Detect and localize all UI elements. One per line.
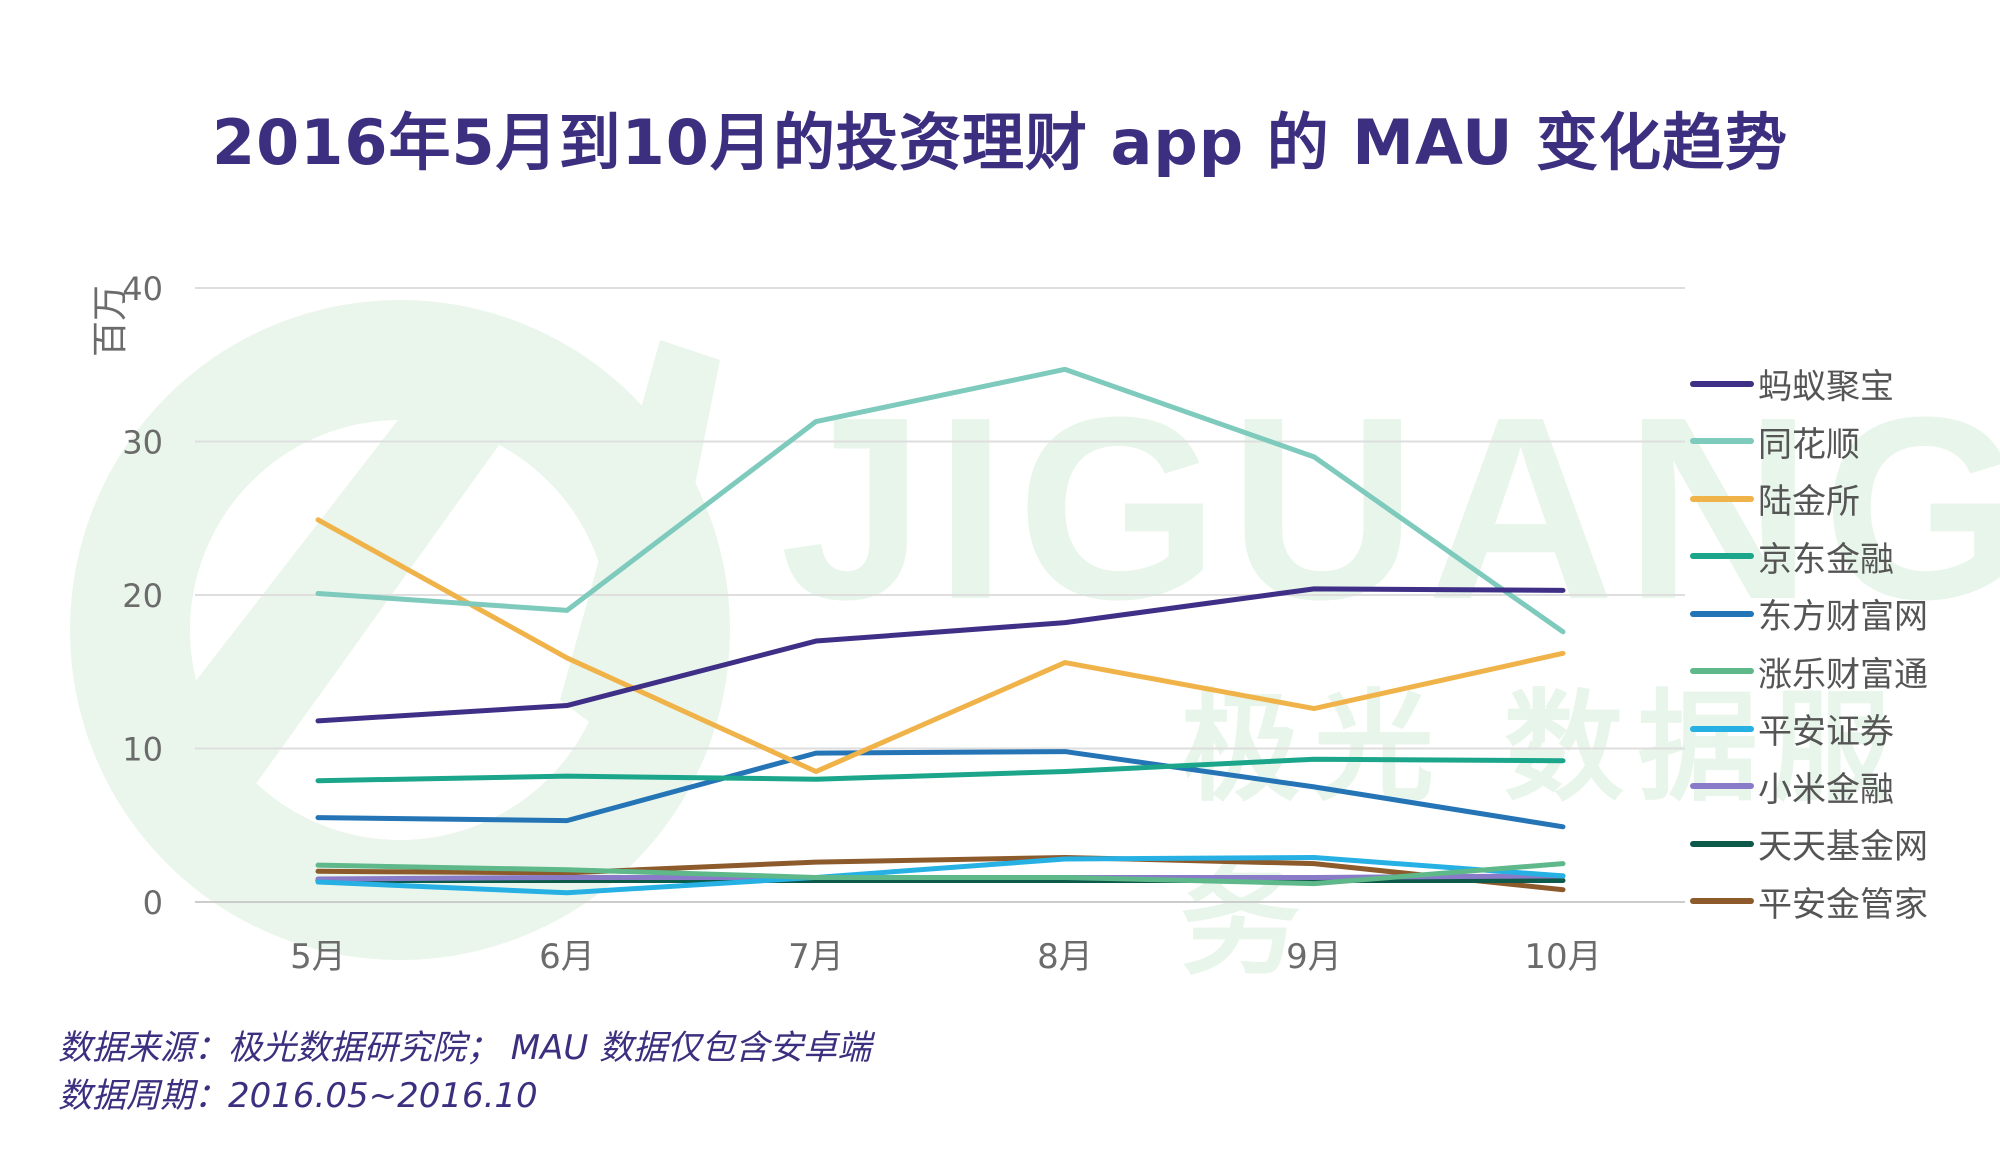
series-line-京东金融 [315,756,1566,784]
legend-item: 陆金所 [1690,470,1928,528]
legend-label: 天天基金网 [1758,827,1928,868]
legend-label: 小米金融 [1758,769,1894,810]
legend-item: 京东金融 [1690,528,1928,586]
series-line-涨乐财富通 [315,861,1566,887]
legend-item: 蚂蚁聚宝 [1690,355,1928,413]
series-line-陆金所 [315,517,1566,775]
legend-item: 东方财富网 [1690,585,1928,643]
legend-swatch [1690,495,1754,502]
legend-label: 平安证券 [1758,712,1894,753]
legend-label: 平安金管家 [1758,884,1928,925]
legend-item: 同花顺 [1690,413,1928,471]
legend-swatch [1690,783,1754,790]
legend-swatch [1690,668,1754,675]
series-line-东方财富网 [315,749,1566,830]
y-tick-label: 30 [122,424,163,462]
x-tick-label: 7月 [788,937,844,977]
legend-item: 涨乐财富通 [1690,643,1928,701]
y-tick-label: 40 [122,270,163,308]
legend-label: 东方财富网 [1758,597,1928,638]
series-line-同花顺 [315,366,1566,635]
legend-label: 京东金融 [1758,539,1894,580]
x-tick-label: 8月 [1037,937,1093,977]
footer-source: 数据来源：极光数据研究院； MAU 数据仅包含安卓端 [58,1028,872,1068]
legend-label: 涨乐财富通 [1758,654,1928,695]
legend-label: 同花顺 [1758,424,1860,465]
legend-item: 平安证券 [1690,700,1928,758]
legend-item: 小米金融 [1690,758,1928,816]
footer-period: 数据周期：2016.05~2016.10 [58,1076,538,1116]
series-line-平安金管家 [315,854,1566,893]
legend-item: 天天基金网 [1690,815,1928,873]
legend-swatch [1690,610,1754,617]
x-tick-label: 5月 [290,937,346,977]
x-tick-label: 6月 [539,937,595,977]
y-tick-label: 0 [143,884,163,922]
legend-swatch [1690,380,1754,387]
legend: 蚂蚁聚宝同花顺陆金所京东金融东方财富网涨乐财富通平安证券小米金融天天基金网平安金… [1690,355,1928,930]
legend-label: 陆金所 [1758,482,1860,523]
legend-item: 平安金管家 [1690,873,1928,931]
x-tick-label: 9月 [1286,937,1342,977]
legend-swatch [1690,438,1754,445]
chart-title: 2016年5月到10月的投资理财 app 的 MAU 变化趋势 [211,106,1789,179]
legend-label: 蚂蚁聚宝 [1758,367,1894,408]
legend-swatch [1690,725,1754,732]
series-line-平安证券 [315,854,1566,896]
y-tick-label: 10 [122,731,163,769]
y-tick-label: 20 [122,577,163,615]
x-tick-label: 10月 [1524,937,1601,977]
series-line-蚂蚁聚宝 [315,586,1566,724]
legend-swatch [1690,553,1754,560]
legend-swatch [1690,840,1754,847]
legend-swatch [1690,898,1754,905]
